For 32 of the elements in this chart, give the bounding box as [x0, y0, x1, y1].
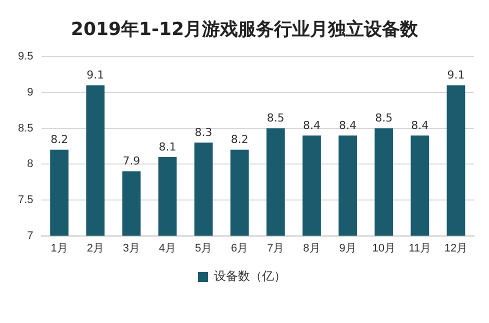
- y-tick-label: 9: [27, 86, 34, 98]
- data-label: 7.9: [122, 154, 140, 168]
- x-tick-label: 11月: [408, 242, 432, 254]
- x-tick-label: 8月: [303, 242, 320, 254]
- y-tick-label: 7: [27, 230, 34, 242]
- data-label: 8.2: [230, 133, 248, 146]
- legend-label: 设备数（亿）: [214, 269, 286, 284]
- x-tick-label: 1月: [50, 242, 68, 254]
- x-tick-label: 6月: [231, 242, 248, 254]
- data-label: 8.1: [158, 140, 176, 154]
- x-tick-label: 7月: [267, 242, 284, 254]
- data-label: 8.4: [411, 118, 429, 132]
- y-tick-label: 7.5: [18, 194, 34, 206]
- chart-title: 2019年1-12月游戏服务行业月独立设备数: [70, 18, 420, 42]
- y-tick-label: 8: [27, 158, 34, 170]
- data-label: 9.1: [86, 68, 104, 82]
- x-tick-label: 3月: [122, 242, 140, 254]
- data-label: 8.4: [302, 118, 320, 132]
- data-label: 9.1: [447, 68, 465, 82]
- x-tick-label: 12月: [444, 242, 468, 254]
- y-tick-label: 8.5: [18, 122, 34, 134]
- data-label: 8.4: [339, 118, 357, 132]
- data-label: 8.3: [194, 126, 212, 139]
- data-label: 8.2: [50, 133, 68, 146]
- x-tick-label: 2月: [86, 242, 104, 254]
- data-label: 8.5: [375, 112, 393, 125]
- y-tick-label: 9.5: [18, 50, 34, 63]
- x-tick-label: 4月: [158, 242, 176, 254]
- x-tick-label: 10月: [372, 242, 396, 254]
- x-tick-label: 5月: [194, 242, 212, 254]
- data-label: 8.5: [266, 112, 284, 125]
- x-tick-label: 9月: [339, 242, 356, 254]
